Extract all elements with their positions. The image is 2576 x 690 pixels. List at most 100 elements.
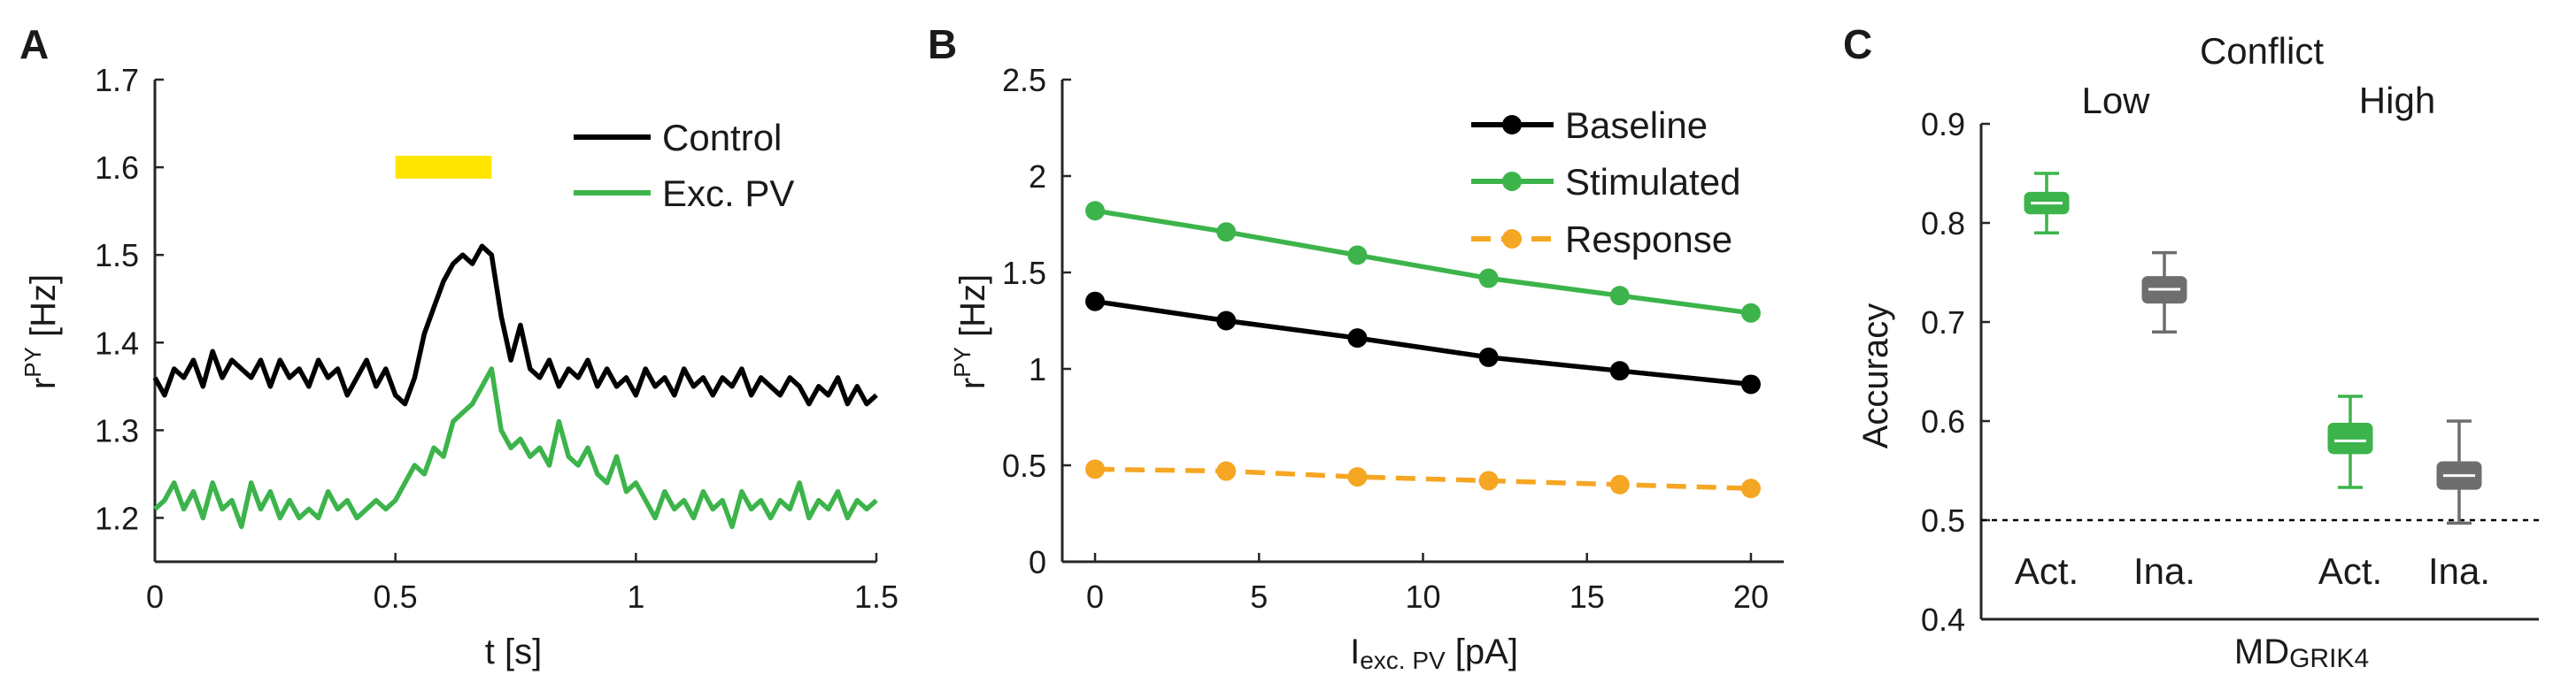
panel-a-xlabel: t [s] [485, 632, 542, 671]
y-tick-label: 1.2 [95, 500, 139, 536]
panel-a-axes: 1.2 1.3 1.4 1.5 1.6 1.7 0 0.5 1 1.5 [95, 62, 899, 615]
legend-label-stimulated: Stimulated [1565, 161, 1740, 203]
legend-label-baseline: Baseline [1565, 104, 1708, 146]
legend-label-response: Response [1565, 218, 1732, 260]
data-point-baseline [1740, 374, 1761, 395]
data-point-baseline [1085, 291, 1106, 311]
x-tick-label: 20 [1733, 579, 1769, 615]
y-tick-label: 0.4 [1921, 602, 1965, 638]
y-tick-label: 0.7 [1921, 304, 1965, 341]
series-line-baseline [1094, 298, 1752, 387]
y-tick-label: 0.5 [1002, 448, 1046, 484]
data-point-stimulated [1347, 245, 1368, 265]
panel-a-ylabel-sup: PY [19, 347, 46, 378]
x-tick-label: 15 [1570, 579, 1605, 615]
box-iqr [2327, 422, 2373, 455]
x-tick-label: 1.5 [854, 579, 899, 615]
series-line-exc-pv [153, 366, 878, 530]
data-point-response [1216, 461, 1237, 481]
panel-b-ylabel: rPY [Hz] [949, 274, 992, 389]
stimulus-bar [395, 156, 492, 180]
y-tick-label: 2.5 [1002, 62, 1046, 98]
box-label: Ina. [2133, 550, 2195, 592]
panel-a-marks [152, 156, 878, 530]
box-low-inactive [2141, 250, 2187, 334]
y-tick-label: 1.4 [95, 325, 139, 361]
data-point-response [1478, 471, 1499, 491]
panel-b-xlabel-main: I [1350, 632, 1360, 671]
panel-b-xlabel: Iexc. PV [pA] [1350, 632, 1518, 674]
panel-c-group-low: Low [2081, 80, 2150, 121]
x-tick-label: 10 [1405, 579, 1440, 615]
legend-marker-stimulated [1502, 172, 1522, 191]
y-tick-label: 0.9 [1921, 106, 1965, 142]
series-line-response [1094, 466, 1752, 491]
data-point-baseline [1609, 361, 1630, 381]
panel-a-ylabel: rPY [Hz] [19, 274, 63, 389]
data-point-stimulated [1085, 201, 1106, 221]
y-tick-label: 0.6 [1921, 403, 1965, 440]
y-tick-label: 1.3 [95, 412, 139, 448]
box-label: Act. [2015, 550, 2079, 592]
data-point-stimulated [1740, 303, 1761, 323]
data-point-response [1740, 479, 1761, 499]
x-tick-label: 0 [146, 579, 164, 615]
panel-c-axes: 0.4 0.5 0.6 0.7 0.8 0.9 [1921, 106, 2539, 638]
panel-c-group-title: Conflict [2200, 30, 2324, 72]
panel-b-ylabel-sup: PY [949, 347, 976, 378]
box-high-inactive [2436, 419, 2482, 525]
box-low-active [2024, 172, 2070, 234]
y-tick-label: 0.8 [1921, 205, 1965, 242]
y-tick-label: 1.5 [1002, 255, 1046, 291]
panel-c-xlabel-main: MD [2234, 632, 2289, 671]
x-tick-label: 0 [1086, 579, 1104, 615]
panel-b-ylabel-main: r [953, 378, 992, 389]
data-point-stimulated [1478, 268, 1499, 288]
data-point-stimulated [1216, 222, 1237, 242]
panel-b-xlabel-sub: exc. PV [1360, 647, 1446, 674]
y-tick-label: 2 [1029, 158, 1046, 195]
panel-c-group-high: High [2359, 80, 2435, 121]
panel-b-ylabel-unit: [Hz] [953, 274, 992, 347]
x-tick-label: 1 [627, 579, 644, 615]
legend-marker-response [1502, 229, 1522, 249]
legend-label-control: Control [662, 117, 782, 158]
data-point-stimulated [1609, 286, 1630, 306]
data-point-baseline [1478, 347, 1499, 367]
panel-a-chart: 1.2 1.3 1.4 1.5 1.6 1.7 0 0.5 1 1.5 t [s] rPY [Hz… [19, 62, 899, 671]
panel-letter-a: A [19, 21, 49, 67]
y-tick-label: 1.6 [95, 150, 139, 186]
panel-b-chart: 0 0.5 1 1.5 2 2.5 0 5 10 15 20 Iexc. PV [pA] rPY [… [949, 62, 1784, 674]
legend-label-exc-pv: Exc. PV [662, 172, 794, 214]
x-tick-label: 5 [1250, 579, 1268, 615]
panel-letter-b: B [928, 21, 957, 67]
box-label: Act. [2318, 550, 2382, 592]
panel-c-marks: Act. Ina. Act. Ina. [1981, 172, 2539, 592]
data-point-response [1609, 474, 1630, 494]
data-point-response [1085, 459, 1106, 479]
panel-a-ylabel-unit: [Hz] [24, 274, 63, 347]
panel-a-legend: Control Exc. PV [574, 117, 794, 214]
data-point-baseline [1216, 310, 1237, 331]
panel-c-xlabel: MDGRIK4 [2234, 632, 2369, 673]
y-tick-label: 0.5 [1921, 502, 1965, 539]
panel-a-ylabel-main: r [24, 378, 63, 389]
panel-letter-c: C [1843, 21, 1872, 67]
panel-b-legend: Baseline Stimulated Response [1471, 104, 1740, 260]
panel-c-xlabel-sub: GRIK4 [2289, 644, 2369, 673]
panel-b-xlabel-unit: [pA] [1446, 632, 1518, 671]
series-line-control [152, 243, 878, 407]
data-point-baseline [1347, 328, 1368, 349]
y-tick-label: 1.5 [95, 237, 139, 273]
y-tick-label: 1 [1029, 351, 1046, 387]
panel-c-chart: 0.4 0.5 0.6 0.7 0.8 0.9 Act. Ina. Act. Ina. Conf… [1856, 30, 2539, 673]
y-tick-label: 0 [1029, 544, 1046, 580]
data-point-response [1347, 467, 1368, 487]
panel-b-axes: 0 0.5 1 1.5 2 2.5 0 5 10 15 20 [1002, 62, 1784, 615]
panel-c-ylabel: Accuracy [1856, 303, 1895, 449]
box-high-active [2327, 395, 2373, 489]
legend-marker-baseline [1502, 115, 1522, 134]
series-line-stimulated [1094, 208, 1752, 316]
x-tick-label: 0.5 [374, 579, 418, 615]
